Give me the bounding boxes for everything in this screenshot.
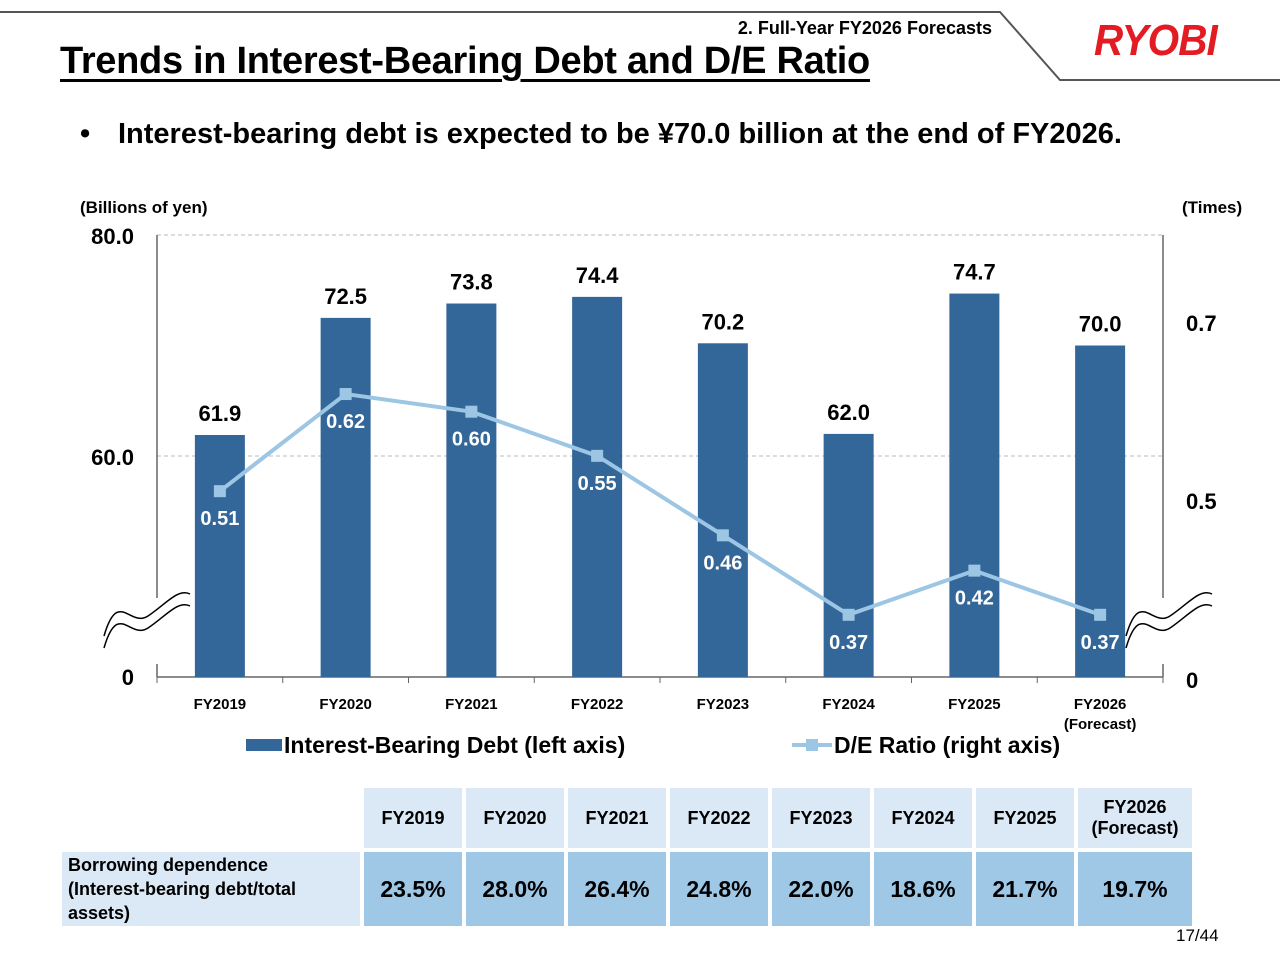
bar (572, 296, 623, 677)
table-header-cell: FY2019 (364, 788, 462, 848)
de-ratio-point (968, 564, 981, 577)
x-tick-label: FY2021 (445, 696, 498, 713)
bar-data-label: 70.0 (1079, 312, 1122, 337)
bar-data-label: 73.8 (450, 270, 493, 295)
bar-data-label: 74.4 (576, 263, 620, 288)
section-label: 2. Full-Year FY2026 Forecasts (737, 18, 992, 38)
table-value-cell: 21.7% (976, 852, 1074, 926)
row-label-line: Borrowing dependence (68, 855, 269, 875)
bar-data-label: 70.2 (701, 309, 744, 334)
left-tick-label: 0 (122, 665, 134, 690)
page-number: 17/44 (1176, 926, 1219, 945)
bar-data-label: 62.0 (827, 400, 870, 425)
table-header-year: FY2026 (1103, 797, 1167, 817)
legend-de: D/E Ratio (right axis) (792, 732, 1060, 759)
x-tick-label: FY2019 (194, 696, 247, 713)
legend-de-label: D/E Ratio (right axis) (834, 732, 1061, 758)
legend-debt-label: Interest-Bearing Debt (left axis) (284, 732, 626, 758)
ryobi-logo: RYOBI (1094, 16, 1218, 65)
de-ratio-data-label: 0.46 (703, 552, 742, 574)
page-title: Trends in Interest-Bearing Debt and D/E … (60, 40, 870, 82)
table-row-label: Borrowing dependence (Interest-bearing de… (62, 852, 360, 926)
de-ratio-data-label: 0.55 (578, 473, 617, 495)
left-axis-unit: (Billions of yen) (80, 198, 208, 217)
header-divider (0, 11, 1280, 81)
table-value-cell: 24.8% (670, 852, 768, 926)
de-ratio-line (218, 391, 1101, 617)
table-header-cell: FY2025 (976, 788, 1074, 848)
de-ratio-point (716, 529, 729, 542)
table-header-forecast: (Forecast) (1091, 818, 1179, 838)
de-ratio-data-label: 0.60 (452, 429, 491, 451)
table-value-cell: 19.7% (1078, 852, 1192, 926)
de-ratio-point (339, 388, 352, 401)
table-header-cell: FY2022 (670, 788, 768, 848)
axis-break-stroke (1125, 603, 1213, 649)
x-tick-sublabel: (Forecast) (1064, 716, 1137, 733)
de-ratio-point (465, 405, 478, 418)
x-tick-label: FY2024 (822, 696, 875, 713)
right-tick-label: 0 (1186, 668, 1198, 693)
bar (320, 317, 371, 677)
headline-bullet: • Interest-bearing debt is expected to be… (80, 118, 1122, 150)
table-row: Borrowing dependence (Interest-bearing de… (62, 852, 1192, 926)
table-value-cell: 26.4% (568, 852, 666, 926)
de-ratio-data-label: 0.37 (829, 632, 868, 654)
axis-break-stroke (103, 603, 191, 649)
de-ratio-data-label: 0.37 (1081, 632, 1120, 654)
bar (823, 433, 874, 677)
table-header-cell: FY2024 (874, 788, 972, 848)
x-tick-label: FY2022 (571, 696, 624, 713)
de-ratio-point (213, 485, 226, 498)
table-header-cell: FY2021 (568, 788, 666, 848)
left-axis-break (103, 591, 191, 649)
de-ratio-point (1094, 608, 1107, 621)
right-axis-unit: (Times) (1182, 198, 1243, 217)
bar (697, 343, 748, 677)
axis-break-mask (112, 598, 184, 664)
de-ratio-data-label: 0.51 (200, 508, 239, 530)
bar-data-label: 72.5 (324, 284, 367, 309)
axis-break-mask (1136, 598, 1206, 664)
table-value-cell: 23.5% (364, 852, 462, 926)
bar (446, 303, 497, 677)
debt-de-chart: 0 60.0 80.0 0 0.5 0.7 61.9 72.5 73.8 74.4 70.2 62.0… (91, 224, 1217, 733)
de-ratio-data-label: 0.42 (955, 588, 994, 610)
x-tick-label: FY2023 (697, 696, 750, 713)
bar (194, 435, 245, 677)
x-tick-label: FY2020 (319, 696, 372, 713)
x-tick-label: FY2025 (948, 696, 1001, 713)
right-tick-label: 0.7 (1186, 311, 1217, 336)
row-label-line: (Interest-bearing debt/total (68, 879, 297, 899)
table-header-cell: FY2023 (772, 788, 870, 848)
bullet-text: Interest-bearing debt is expected to be … (118, 118, 1122, 150)
bar (1075, 345, 1126, 677)
de-ratio-point (591, 449, 604, 462)
legend-bar-swatch (246, 738, 282, 751)
borrowing-dependence-table: FY2019 FY2020 FY2021 FY2022 FY2023 FY202… (58, 784, 1196, 930)
legend-debt: Interest-Bearing Debt (left axis) (246, 732, 625, 759)
left-tick-label: 80.0 (91, 224, 134, 249)
axis-break-stroke (103, 591, 191, 637)
row-label-line: assets) (68, 903, 131, 923)
table-corner (62, 788, 360, 848)
table-header-cell-forecast: FY2026 (Forecast) (1078, 788, 1192, 848)
bar-data-label: 74.7 (953, 260, 996, 285)
axis-break-stroke (1125, 591, 1213, 637)
de-ratio-data-label: 0.62 (326, 411, 365, 433)
bar (949, 293, 1000, 677)
legend-line-swatch (792, 738, 832, 751)
bar-data-label: 61.9 (198, 401, 241, 426)
left-tick-label: 60.0 (91, 445, 134, 470)
table-value-cell: 18.6% (874, 852, 972, 926)
right-axis-break (1125, 591, 1213, 649)
table-header-cell: FY2020 (466, 788, 564, 848)
de-ratio-point (842, 608, 855, 621)
table-value-cell: 28.0% (466, 852, 564, 926)
table-header-row: FY2019 FY2020 FY2021 FY2022 FY2023 FY202… (62, 788, 1192, 848)
right-tick-label: 0.5 (1186, 489, 1217, 514)
x-tick-label: FY2026 (1074, 696, 1127, 713)
table-value-cell: 22.0% (772, 852, 870, 926)
